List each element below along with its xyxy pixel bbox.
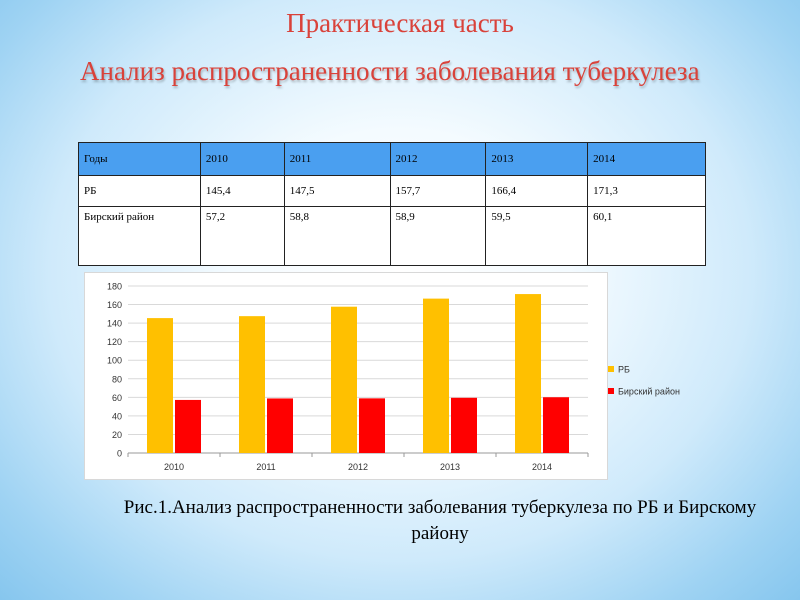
- bar: [267, 398, 293, 453]
- table-header-cell: 2012: [389, 142, 487, 176]
- bar: [175, 399, 201, 453]
- y-tick-label: 0: [117, 449, 122, 459]
- table-cell: 171,3: [587, 175, 706, 207]
- bar: [515, 294, 541, 453]
- table-cell: 59,5: [485, 206, 589, 266]
- table-header-row: Годы 2010 2011 2012 2013 2014: [78, 142, 706, 176]
- y-tick-label: 60: [112, 393, 122, 403]
- table-row: Бирский район 57,2 58,8 58,9 59,5 60,1: [78, 206, 706, 266]
- x-tick-label: 2011: [256, 462, 275, 472]
- bar-chart-panel: 0 20 40 60 80 100 120 140 160 180 2010 2011 2012 2013…: [84, 272, 608, 480]
- y-tick-label: 80: [112, 374, 122, 384]
- slide-title: Практическая часть: [286, 8, 514, 38]
- y-tick-label: 180: [107, 282, 122, 292]
- table-cell: 60,1: [587, 206, 706, 266]
- bar: [147, 318, 173, 453]
- table-cell: 57,2: [199, 206, 285, 266]
- chart-legend: РБ Бирский район: [608, 365, 680, 397]
- x-tick-label: 2013: [440, 462, 460, 472]
- bar: [331, 306, 357, 453]
- bar: [423, 298, 449, 453]
- bar: [359, 398, 385, 453]
- x-tick-label: 2014: [532, 462, 552, 472]
- table-row: РБ 145,4 147,5 157,7 166,4 171,3: [78, 175, 706, 207]
- table-header-cell: 2013: [485, 142, 589, 176]
- bar: [239, 316, 265, 453]
- table-header-cell: 2011: [283, 142, 391, 176]
- legend-label: Бирский район: [618, 387, 680, 397]
- table-cell: 166,4: [485, 175, 589, 207]
- table-cell: Бирский район: [78, 206, 201, 266]
- table-cell: 58,9: [389, 206, 487, 266]
- y-tick-label: 100: [107, 356, 122, 366]
- table-header-cell: 2010: [199, 142, 285, 176]
- data-table: Годы 2010 2011 2012 2013 2014 РБ 145,4 1…: [78, 142, 706, 266]
- bar: [543, 397, 569, 453]
- legend-swatch: [608, 388, 614, 394]
- table-cell: 58,8: [283, 206, 391, 266]
- legend-label: РБ: [618, 365, 630, 375]
- bar: [451, 397, 477, 453]
- legend-swatch: [608, 366, 614, 372]
- slide-subtitle: Анализ распространенности заболевания ту…: [80, 56, 700, 86]
- table-cell: РБ: [78, 175, 201, 207]
- y-tick-label: 20: [112, 430, 122, 440]
- bar-chart: 0 20 40 60 80 100 120 140 160 180 2010 2011 2012 2013…: [107, 282, 589, 472]
- y-tick-label: 40: [112, 411, 122, 421]
- figure-caption: Рис.1.Анализ распространенности заболева…: [123, 497, 757, 544]
- table-cell: 145,4: [199, 175, 285, 207]
- x-tick-label: 2012: [348, 462, 368, 472]
- table-header-cell: 2014: [587, 142, 706, 176]
- table-cell: 157,7: [389, 175, 487, 207]
- y-tick-label: 140: [107, 319, 122, 329]
- x-tick-label: 2010: [164, 462, 184, 472]
- y-tick-label: 160: [107, 300, 122, 310]
- table-header-cell: Годы: [78, 142, 201, 176]
- table-cell: 147,5: [283, 175, 391, 207]
- y-tick-label: 120: [107, 337, 122, 347]
